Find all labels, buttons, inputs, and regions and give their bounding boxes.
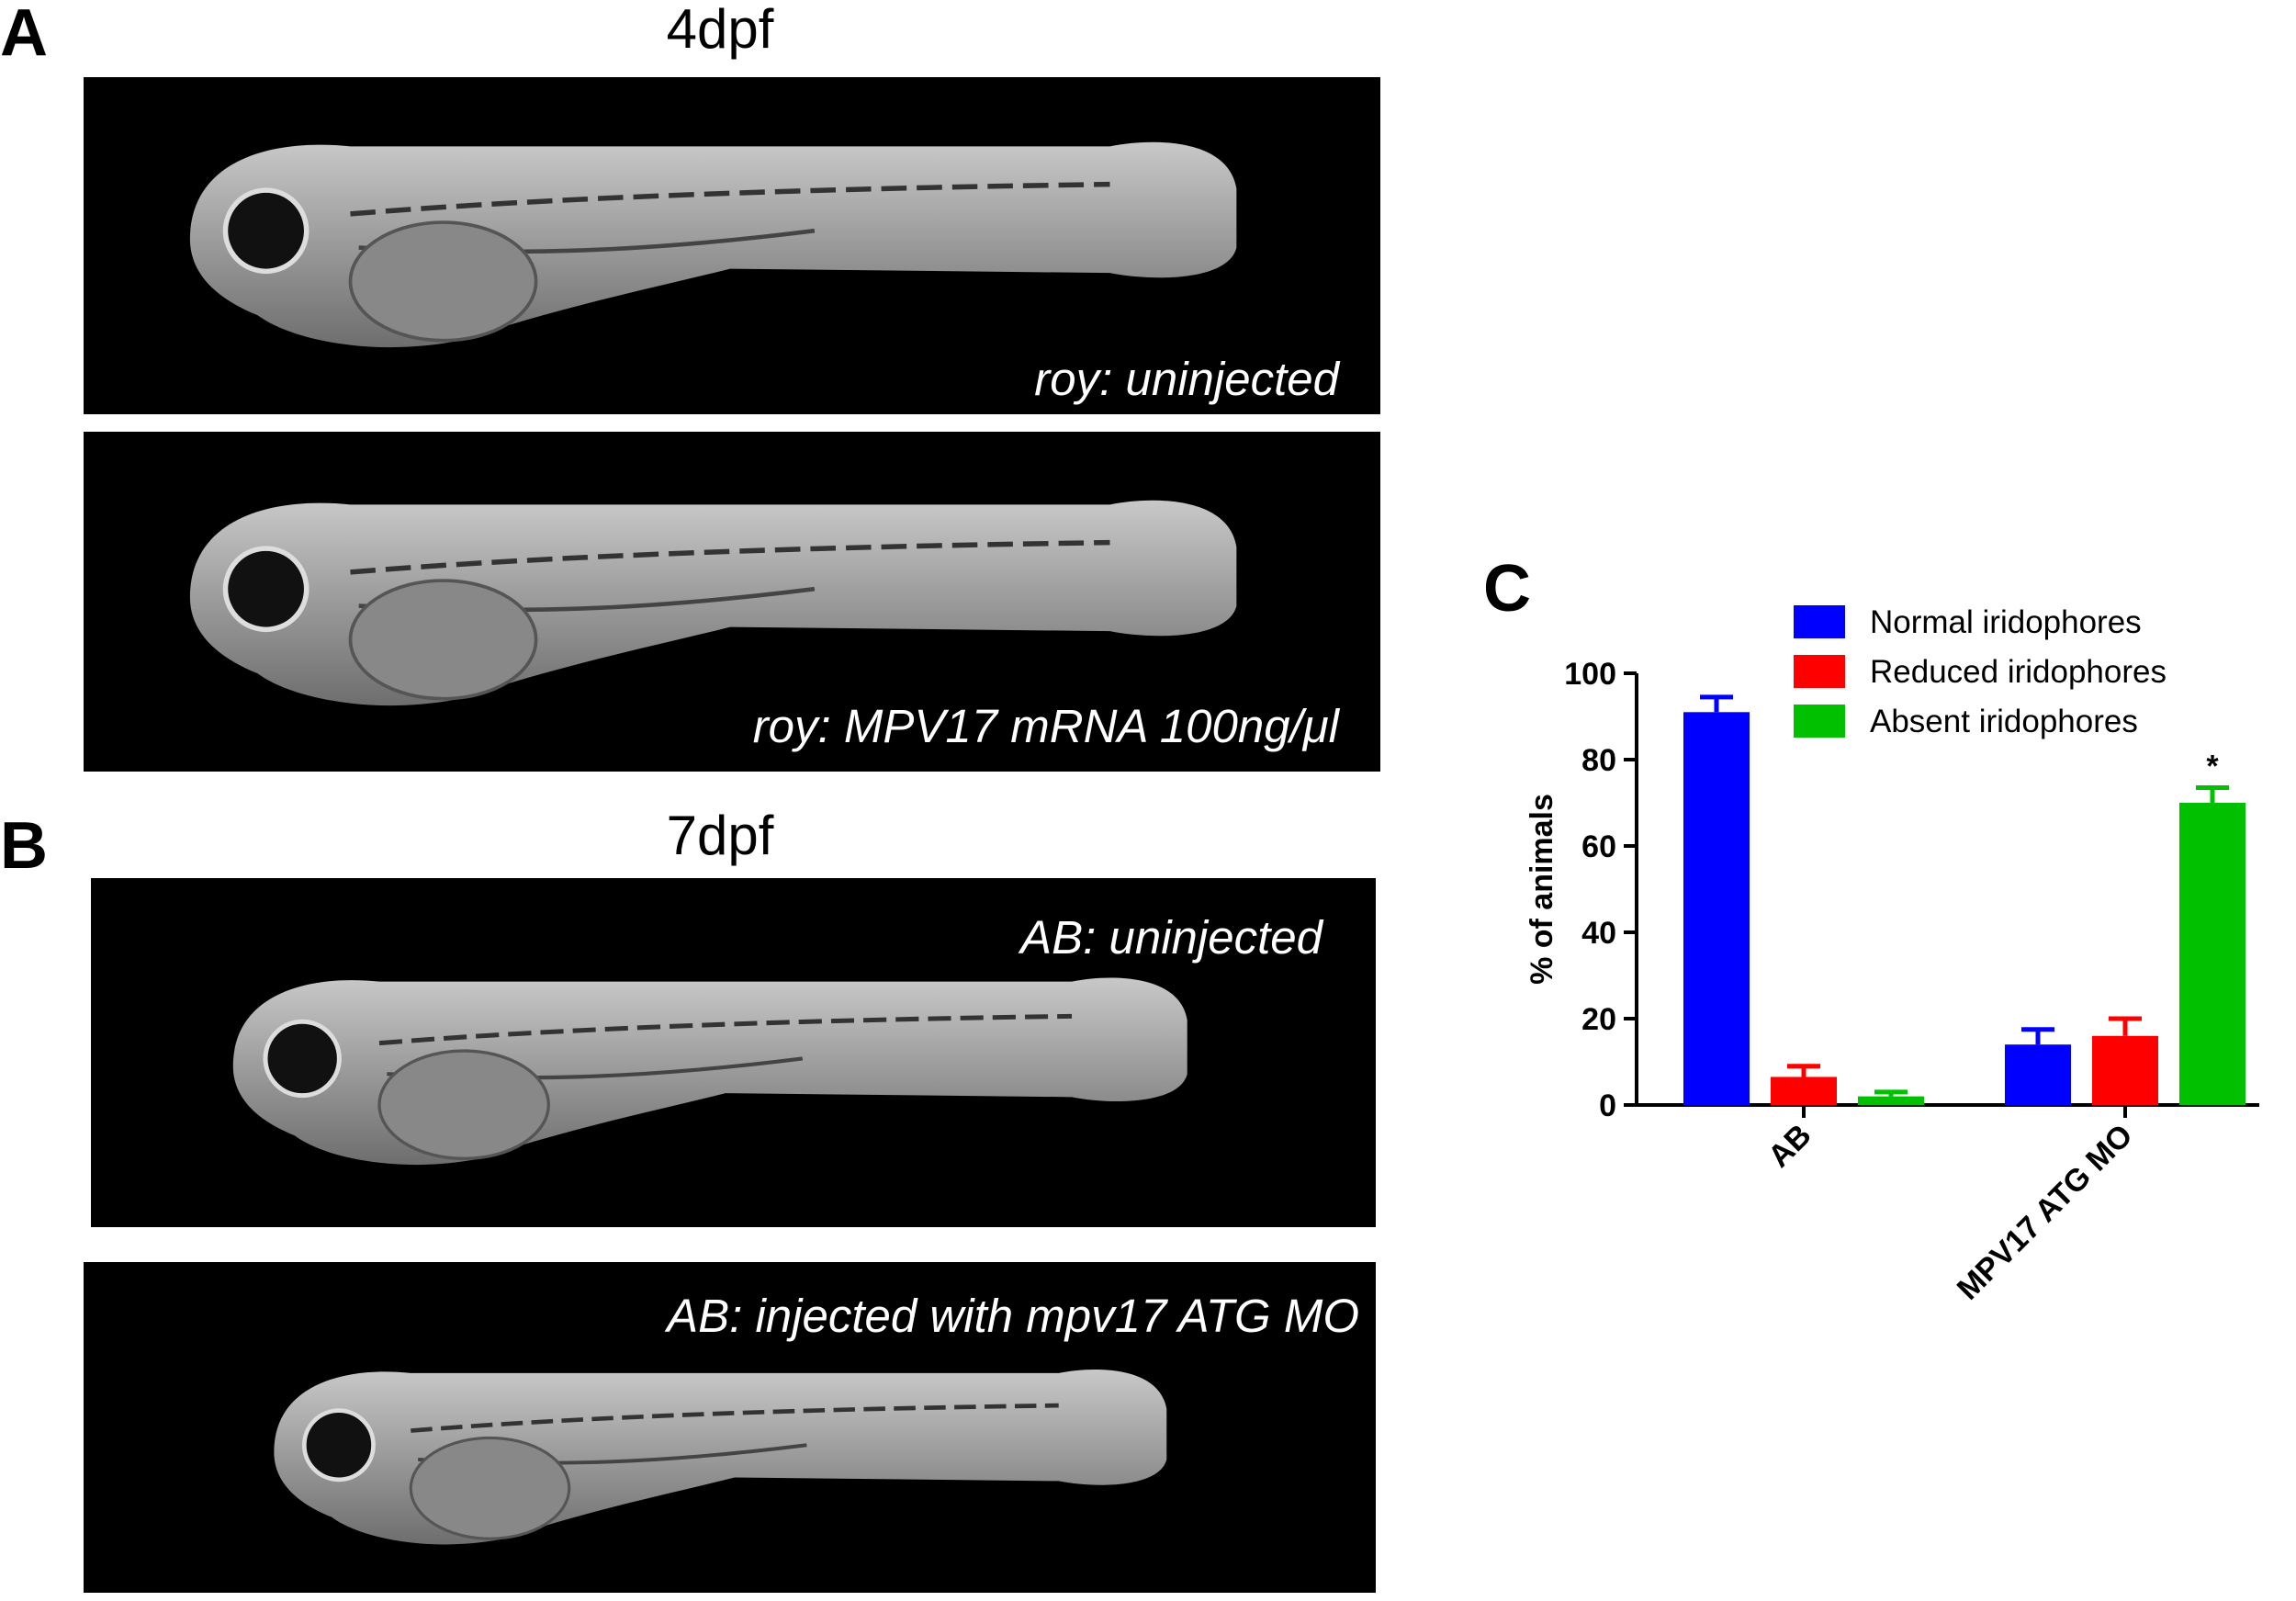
bar — [1771, 1077, 1837, 1105]
x-tick-label: MPV17 ATG MO — [1951, 1118, 2140, 1307]
bar — [1858, 1096, 1924, 1105]
bar — [2179, 803, 2245, 1105]
annotation: * — [2206, 750, 2219, 784]
error-bar — [1787, 1064, 1820, 1077]
legend-swatch — [1794, 705, 1845, 738]
y-tick-label: 100 — [1564, 657, 1616, 692]
bar — [2092, 1035, 2158, 1105]
legend-swatch — [1794, 655, 1845, 688]
legend-label: Absent iridophores — [1870, 704, 2138, 739]
error-bar — [2196, 785, 2229, 803]
panel-label: A — [0, 0, 48, 70]
photo-caption: AB: uninjected — [1018, 911, 1324, 964]
y-axis-label: % of animals — [1525, 794, 1559, 985]
error-bar — [2109, 1016, 2142, 1036]
panel-title: 4dpf — [667, 0, 774, 60]
legend-label: Normal iridophores — [1870, 604, 2142, 640]
error-bar — [1700, 694, 1733, 713]
y-tick-label: 80 — [1581, 743, 1616, 778]
error-bar — [1874, 1089, 1908, 1097]
bar — [1683, 712, 1750, 1105]
photo-caption: AB: injected with mpv17 ATG MO — [664, 1290, 1359, 1342]
bar — [2005, 1044, 2071, 1105]
y-tick-label: 0 — [1599, 1088, 1616, 1123]
y-tick-label: 20 — [1581, 1002, 1616, 1037]
y-tick-label: 60 — [1581, 829, 1616, 864]
y-tick-label: 40 — [1581, 916, 1616, 951]
panel-title: 7dpf — [667, 805, 774, 866]
panel-label: C — [1483, 552, 1531, 626]
photo-caption: roy: MPV17 mRNA 100ng/μl — [753, 700, 1341, 752]
error-bar — [2021, 1027, 2054, 1045]
x-tick-label: AB — [1761, 1118, 1818, 1175]
legend-label: Reduced iridophores — [1870, 654, 2167, 690]
photo-caption: roy: uninjected — [1034, 353, 1340, 405]
panel-label: B — [0, 809, 48, 883]
legend-swatch — [1794, 605, 1845, 638]
